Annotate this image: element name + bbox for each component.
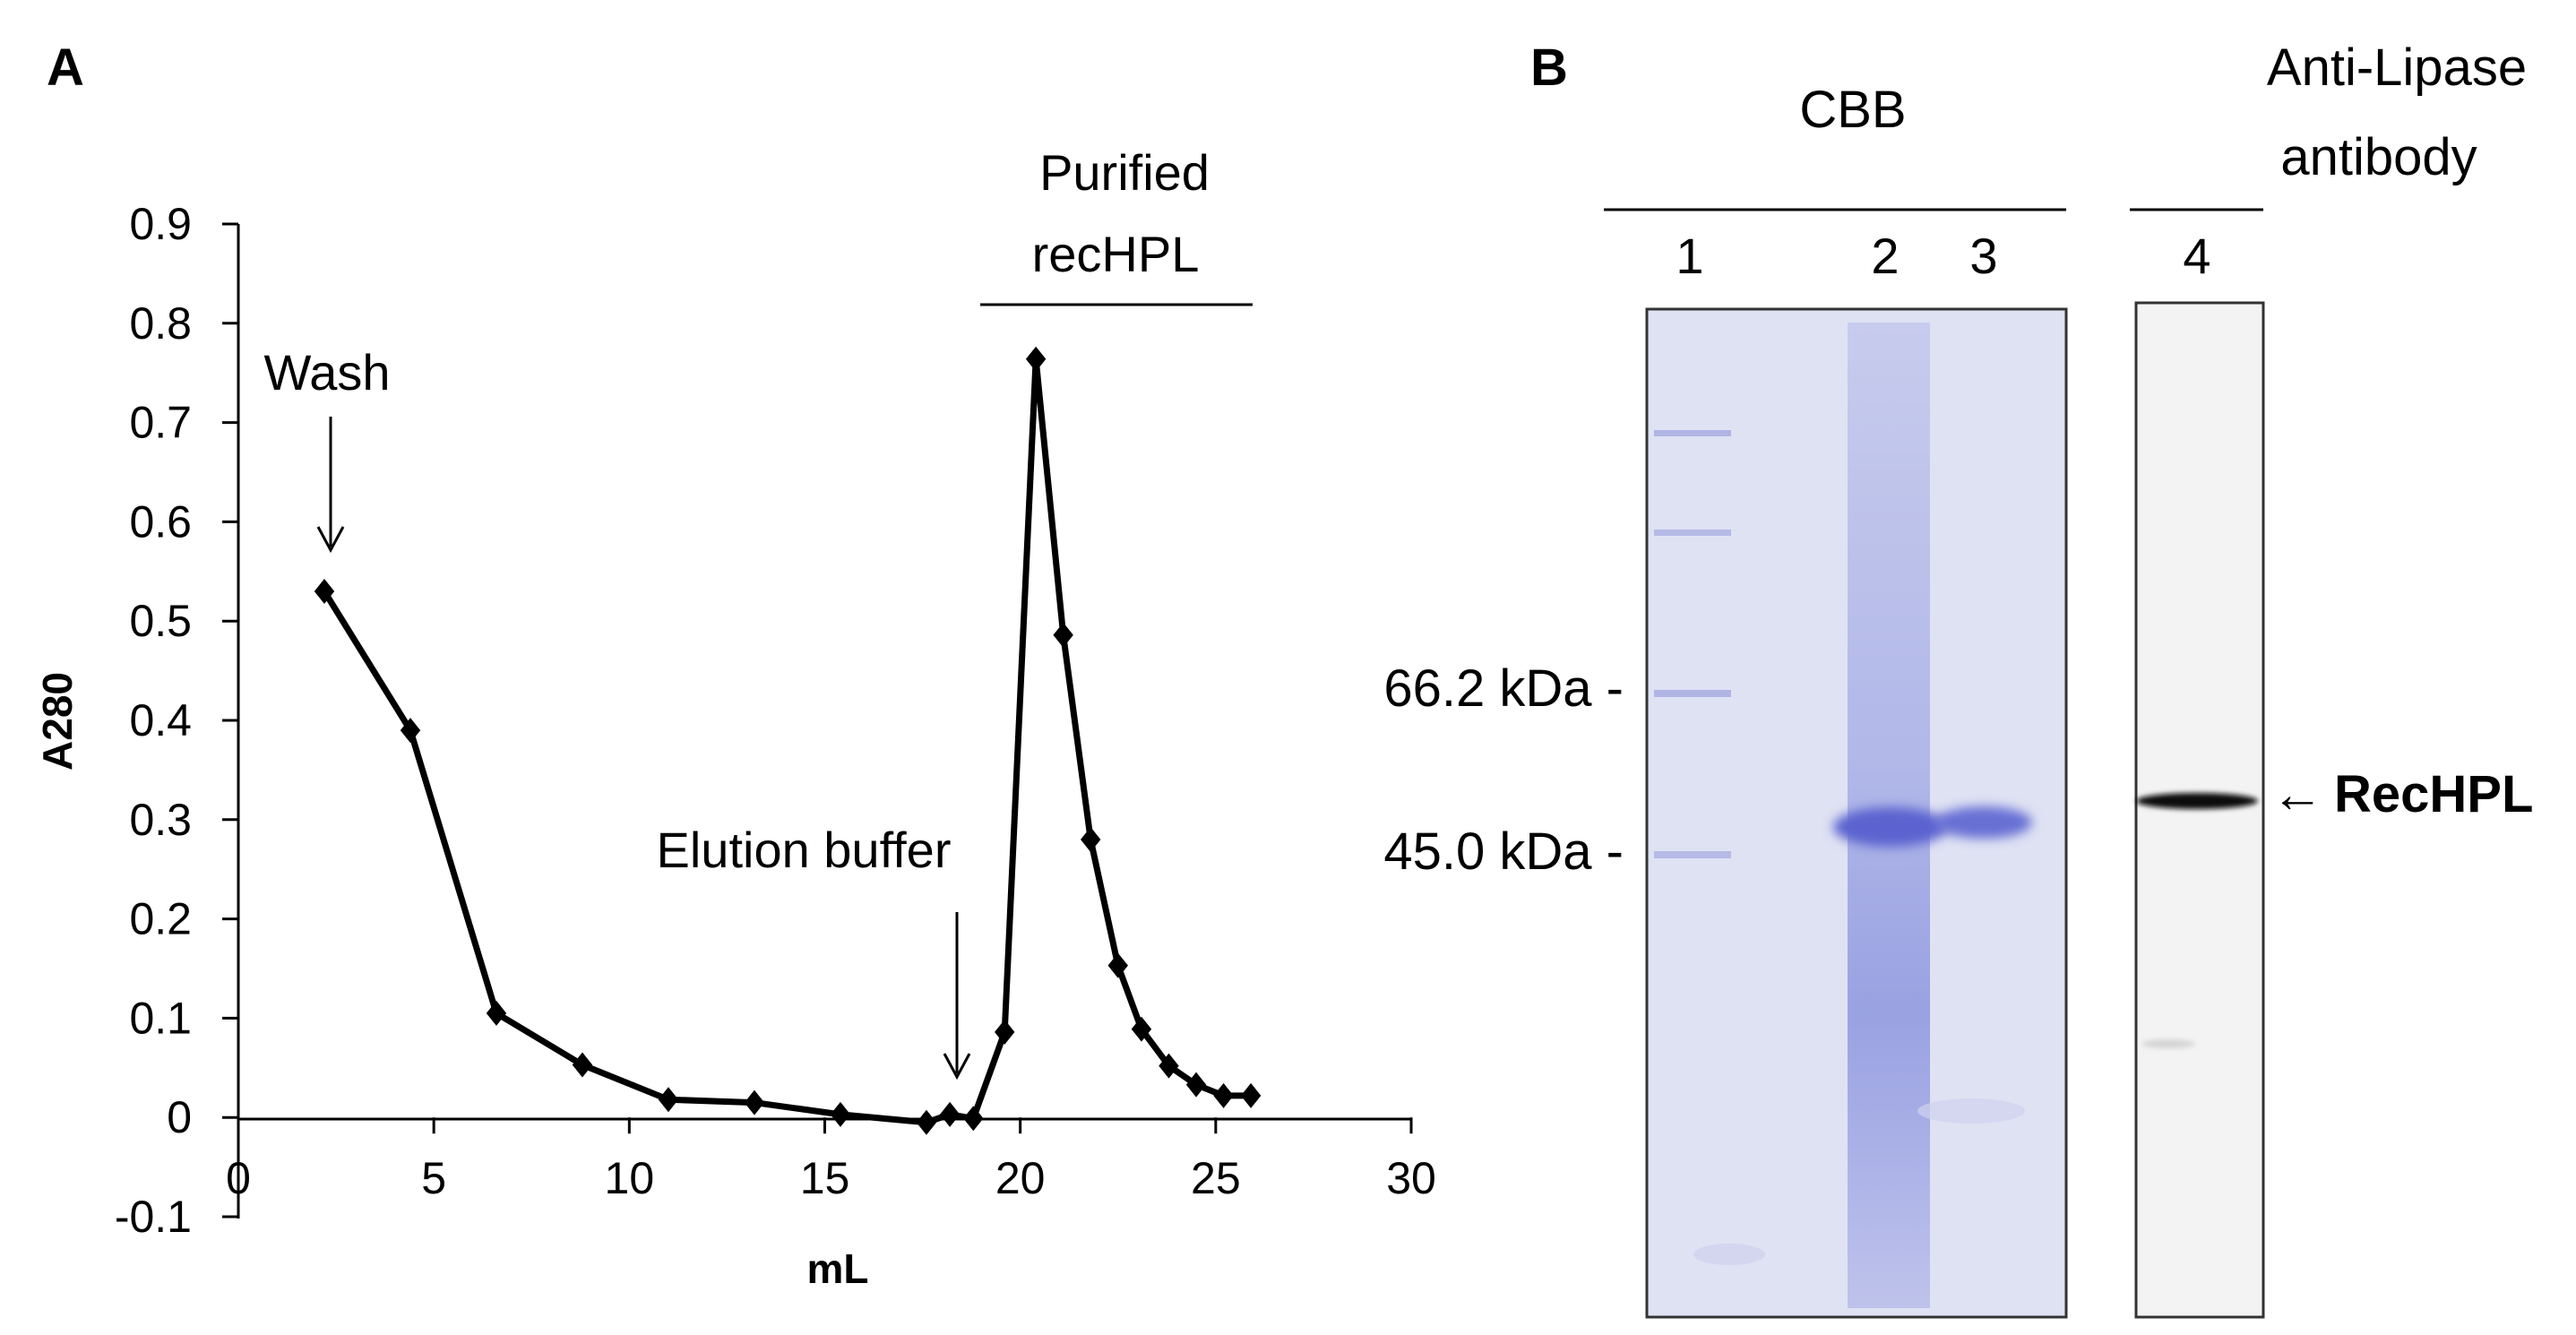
y-tick-label: 0.9 [129, 199, 192, 249]
rechpl-band-label: RecHPL [2334, 765, 2533, 823]
y-tick-label: 0.5 [129, 596, 192, 646]
x-tick-label: 30 [1386, 1153, 1436, 1203]
data-point [939, 1101, 961, 1127]
data-point [486, 1000, 507, 1026]
x-tick-label: 15 [800, 1153, 850, 1203]
marker-66kda-label: 66.2 kDa - [1383, 659, 1624, 718]
x-tick-label: 5 [421, 1153, 446, 1203]
data-point [1240, 1082, 1262, 1108]
data-point [995, 1019, 1015, 1045]
marker-45kda-label: 45.0 kDa - [1383, 823, 1624, 881]
y-tick-label: 0.6 [129, 496, 192, 547]
wash-label: Wash [263, 344, 390, 400]
data-point [744, 1090, 765, 1115]
y-tick-label: 0.8 [129, 298, 192, 349]
data-point [1159, 1053, 1179, 1079]
data-point [830, 1101, 851, 1127]
data-point [1025, 346, 1047, 372]
panel-b-label: B [1530, 39, 1568, 97]
data-point [1107, 952, 1128, 978]
western-blot-image [2134, 301, 2265, 1319]
lane-2-label: 2 [1871, 228, 1899, 284]
lane-4-label: 4 [2183, 228, 2210, 284]
data-point [963, 1106, 984, 1132]
cbb-header: CBB [1799, 81, 1906, 139]
wash-arrow [316, 417, 345, 554]
data-point [572, 1052, 593, 1078]
arrow-left-icon: ← [2271, 765, 2323, 823]
antibody-header-line2: antibody [2280, 128, 2477, 186]
y-tick-label: 0.2 [129, 894, 192, 944]
y-tick-label: 0.7 [129, 398, 192, 448]
x-tick-label: 25 [1191, 1153, 1241, 1203]
x-tick-label: 0 [226, 1153, 251, 1203]
data-point [400, 718, 421, 744]
series-line [322, 356, 1252, 1126]
purified-label-line1: Purified [1039, 144, 1210, 201]
y-tick-label: -0.1 [115, 1192, 192, 1242]
elution-arrow [943, 912, 971, 1081]
x-tick-label: 20 [995, 1153, 1046, 1203]
y-tick-label: 0 [167, 1092, 192, 1142]
y-tick-label: 0.3 [129, 795, 192, 845]
data-point [1081, 826, 1101, 852]
y-tick-label: 0.4 [129, 695, 192, 745]
lane-1-label: 1 [1676, 228, 1703, 284]
panel-a-label: A [47, 39, 84, 97]
lane-3-label: 3 [1969, 228, 1997, 284]
data-point [1213, 1082, 1234, 1108]
data-point [658, 1087, 679, 1113]
antibody-header-line1: Anti-Lipase [2267, 39, 2527, 97]
purified-label-line2: recHPL [1032, 226, 1200, 282]
data-point [916, 1109, 937, 1135]
x-tick-label: 10 [605, 1153, 655, 1203]
y-tick-label: 0.1 [129, 993, 192, 1043]
cbb-gel-image [1645, 307, 2068, 1319]
data-point [1053, 622, 1073, 648]
data-point [1185, 1072, 1207, 1098]
y-axis-title: A280 [34, 672, 81, 771]
data-point [1131, 1016, 1152, 1042]
x-axis-title: mL [807, 1245, 869, 1292]
data-point [314, 578, 335, 604]
elution-chart: -0.1 0 0.1 0.2 0.3 0.4 0.5 0.6 0.7 0.8 0.9 0 5 10 15 2… [34, 199, 1436, 1292]
elution-buffer-label: Elution buffer [657, 822, 952, 878]
